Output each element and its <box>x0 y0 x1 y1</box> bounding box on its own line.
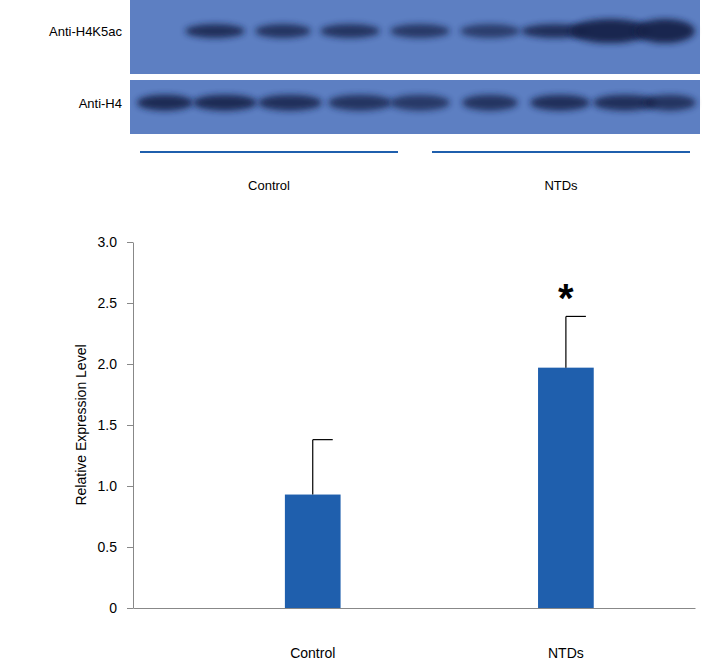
blot-row-label: Anti-H4 <box>79 96 122 111</box>
figure: Anti-H4K5ac Anti-H4 Control NTDs 0 0.5 1.0 1.5 2… <box>0 0 709 665</box>
blot-background <box>130 80 700 134</box>
y-tick-label: 3.0 <box>98 234 118 250</box>
group-line <box>432 151 690 153</box>
band <box>137 95 193 111</box>
x-tick-label: Control <box>290 645 335 661</box>
error-bar-stem <box>565 316 566 367</box>
y-axis-title: Relative Expression Level <box>73 344 89 505</box>
error-bar-cap <box>313 439 333 440</box>
y-tick: 1.5 <box>98 417 133 433</box>
y-axis: 0 0.5 1.0 1.5 2.0 2.5 3.0 <box>98 234 134 616</box>
band <box>193 95 257 111</box>
x-tick: NTDs <box>548 608 584 661</box>
group-label: NTDs <box>544 178 578 193</box>
error-bar <box>313 440 333 495</box>
y-tick-label: 0 <box>109 600 117 616</box>
y-tick-label: 2.0 <box>98 356 118 372</box>
y-tick-label: 1.5 <box>98 417 118 433</box>
y-tick-label: 2.5 <box>98 295 118 311</box>
y-axis-line <box>133 243 134 609</box>
y-tick: 0.5 <box>98 539 133 555</box>
band <box>390 95 450 111</box>
blot-background <box>130 0 700 74</box>
x-axis-line <box>134 608 696 609</box>
blot-row-label: Anti-H4K5ac <box>49 24 122 39</box>
error-bar-stem <box>312 440 313 495</box>
annotation: * <box>558 276 574 320</box>
y-tick: 0 <box>109 600 133 616</box>
band <box>644 95 696 111</box>
y-tick-mark <box>127 486 133 487</box>
band <box>635 19 695 43</box>
y-tick-mark <box>127 608 133 609</box>
blot-panel <box>130 0 700 74</box>
band <box>390 24 450 38</box>
y-tick-mark <box>127 242 133 243</box>
y-tick: 1.0 <box>98 478 133 494</box>
band <box>320 24 380 38</box>
band <box>255 24 311 38</box>
bar <box>285 495 341 608</box>
group-label: Control <box>248 178 290 193</box>
y-tick-label: 0.5 <box>98 539 118 555</box>
y-tick-mark <box>127 364 133 365</box>
blot-panel <box>130 80 700 134</box>
y-tick-mark <box>127 425 133 426</box>
y-tick: 2.5 <box>98 295 133 311</box>
band <box>328 95 392 111</box>
y-tick-mark <box>127 547 133 548</box>
band <box>258 95 322 111</box>
y-tick-label: 1.0 <box>98 478 118 494</box>
blot <box>130 0 700 134</box>
plot-area <box>285 316 594 608</box>
x-tick: Control <box>290 608 335 661</box>
band <box>460 24 520 38</box>
band <box>185 24 245 38</box>
x-tick-label: NTDs <box>548 645 584 661</box>
y-tick-mark <box>127 303 133 304</box>
band <box>530 95 590 111</box>
band <box>462 95 518 111</box>
y-tick: 2.0 <box>98 356 133 372</box>
group-line <box>140 151 398 153</box>
error-bar <box>566 316 586 367</box>
y-tick: 3.0 <box>98 234 133 250</box>
x-axis: Control NTDs <box>134 608 696 661</box>
bar <box>538 368 594 608</box>
